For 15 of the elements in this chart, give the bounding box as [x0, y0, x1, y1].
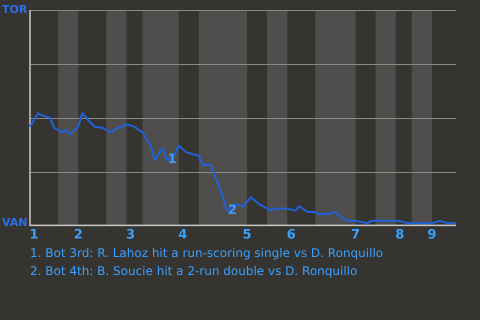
- text: VAN: [2, 216, 28, 230]
- text: 1. Bot 3rd: R. Lahoz hit a run-scoring single vs D. Ronquillo: [30, 245, 384, 262]
- x-tick-label: 7: [351, 228, 360, 243]
- x-tick-label: 5: [242, 228, 252, 243]
- x-tick-label: 6: [286, 228, 296, 243]
- x-tick-label: 9: [427, 228, 436, 243]
- x-tick-label: 1: [29, 228, 39, 243]
- x-tick-label: 3: [126, 228, 135, 243]
- annotation: 2: [228, 202, 237, 218]
- x-tick-label: 8: [395, 228, 404, 243]
- text: 2. Bot 4th: B. Soucie hit a 2-run double vs D. Ronquillo: [30, 263, 358, 280]
- annotation: 1: [168, 152, 177, 168]
- text: TOR: [2, 3, 28, 17]
- x-tick-label: 4: [178, 228, 188, 243]
- x-tick-label: 2: [74, 228, 83, 243]
